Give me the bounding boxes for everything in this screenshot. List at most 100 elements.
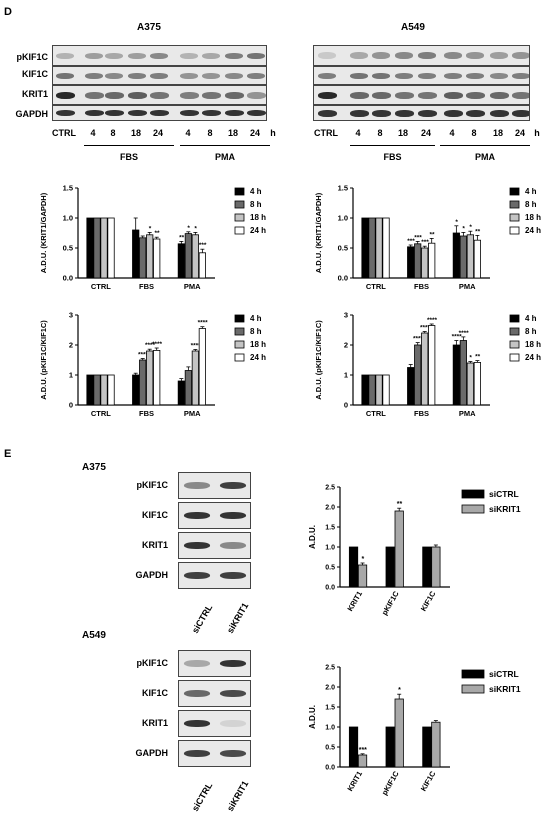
- blot-band: [372, 52, 390, 59]
- blot-band: [220, 482, 246, 489]
- significance-label: **: [429, 231, 435, 238]
- legend-label: 24 h: [250, 353, 266, 362]
- a375-title-e: A375: [82, 462, 106, 473]
- legend-swatch: [461, 684, 485, 694]
- bar: [421, 247, 429, 279]
- blot-band: [56, 52, 74, 59]
- blot-band: [179, 91, 199, 99]
- legend-swatch: [234, 226, 245, 235]
- x-tick-label: KRIT1: [345, 770, 364, 793]
- y-tick-label: 2.0: [325, 505, 335, 512]
- x-tick-label: CTRL: [366, 282, 386, 291]
- lane-label-e: siCTRL: [190, 780, 215, 813]
- bar: [139, 237, 147, 279]
- blot-e-a375-2: [178, 532, 251, 559]
- lane-label-e: siKRIT1: [225, 778, 251, 813]
- y-tick-label: 2: [344, 341, 348, 350]
- blot-band: [184, 750, 210, 757]
- panel-letter-d: D: [4, 6, 12, 18]
- group-line-pma-a375: [180, 145, 270, 146]
- bar: [177, 243, 185, 279]
- blot-band: [489, 91, 509, 99]
- blot-band: [220, 690, 246, 697]
- bar: [132, 229, 140, 279]
- legend-swatch: [509, 353, 520, 362]
- blot-band: [512, 52, 529, 59]
- blot-band: [318, 72, 336, 79]
- blot-band: [224, 91, 244, 99]
- legend-swatch: [461, 489, 485, 499]
- y-axis-label: A.D.U. (pKIF1C/KIF1C): [314, 320, 323, 400]
- bar: [361, 217, 369, 279]
- bar: [466, 234, 474, 279]
- y-tick-label: 2: [69, 341, 73, 350]
- legend-swatch: [234, 200, 245, 209]
- significance-label: ***: [359, 747, 367, 754]
- bar: [382, 374, 390, 406]
- significance-label: *: [187, 225, 190, 232]
- y-tick-label: 0.5: [63, 244, 73, 253]
- y-tick-label: 0.0: [338, 274, 348, 283]
- significance-label: ***: [421, 239, 429, 246]
- significance-label: **: [475, 354, 481, 361]
- a549-title: A549: [401, 22, 425, 33]
- bar: [368, 217, 376, 279]
- x-tick-label: PMA: [459, 409, 476, 418]
- bar: [382, 217, 390, 279]
- significance-label: *: [194, 225, 197, 232]
- blot-band: [489, 109, 509, 117]
- significance-label: ****: [152, 341, 163, 348]
- blot-band: [220, 660, 246, 667]
- significance-label: ****: [420, 325, 431, 332]
- blot-band: [220, 542, 246, 549]
- x-tick-label: CTRL: [366, 409, 386, 418]
- bar: [414, 344, 422, 406]
- significance-label: ****: [452, 334, 463, 341]
- significance-label: ***: [199, 242, 207, 249]
- lane-label: 18: [492, 128, 503, 138]
- lane-label: 8: [110, 128, 116, 138]
- lane-label: 24: [514, 128, 525, 138]
- y-tick-label: 1.5: [325, 705, 335, 712]
- blot-a549-gapdh: [313, 105, 530, 121]
- y-tick-label: 0.5: [338, 244, 348, 253]
- blot-band: [150, 52, 168, 59]
- y-axis-label: A.D.U. (KRIT1/GAPDH): [39, 192, 48, 273]
- y-tick-label: 0.5: [325, 745, 335, 752]
- blot-band: [220, 750, 246, 757]
- legend-swatch: [234, 314, 245, 323]
- blot-band: [395, 52, 413, 59]
- group-label-pma-a549: PMA: [475, 152, 495, 162]
- blot-label-gapdh: GAPDH: [15, 109, 48, 119]
- legend-label: 24 h: [525, 226, 541, 235]
- lane-label-e: siCTRL: [190, 602, 215, 635]
- bar: [459, 340, 467, 406]
- lane-label: CTRL: [52, 128, 76, 138]
- y-tick-label: 2.5: [325, 665, 335, 672]
- lane-unit-label: h: [534, 128, 540, 138]
- blot-band: [350, 52, 368, 59]
- blot-band: [394, 91, 414, 99]
- lane-label: 24: [420, 128, 431, 138]
- y-tick-label: 1: [69, 371, 73, 380]
- blot-band: [104, 91, 124, 99]
- blot-band: [490, 52, 508, 59]
- significance-label: ****: [138, 352, 149, 359]
- bar: [368, 374, 376, 406]
- bar: [407, 367, 415, 406]
- bar: [394, 698, 404, 768]
- bar: [198, 252, 206, 279]
- bar: [361, 374, 369, 406]
- blot-band: [55, 110, 75, 116]
- x-tick-label: KIF1C: [419, 589, 438, 613]
- blot-label-e: KIF1C: [141, 510, 168, 520]
- blot-band: [149, 110, 169, 116]
- x-tick-label: KIF1C: [419, 769, 438, 793]
- blot-band: [84, 91, 104, 99]
- bar: [198, 328, 206, 406]
- x-tick-label: FBS: [139, 409, 154, 418]
- blot-e-a549-2: [178, 710, 251, 737]
- blot-band: [201, 110, 221, 116]
- bar: [466, 362, 474, 406]
- bar: [385, 546, 395, 588]
